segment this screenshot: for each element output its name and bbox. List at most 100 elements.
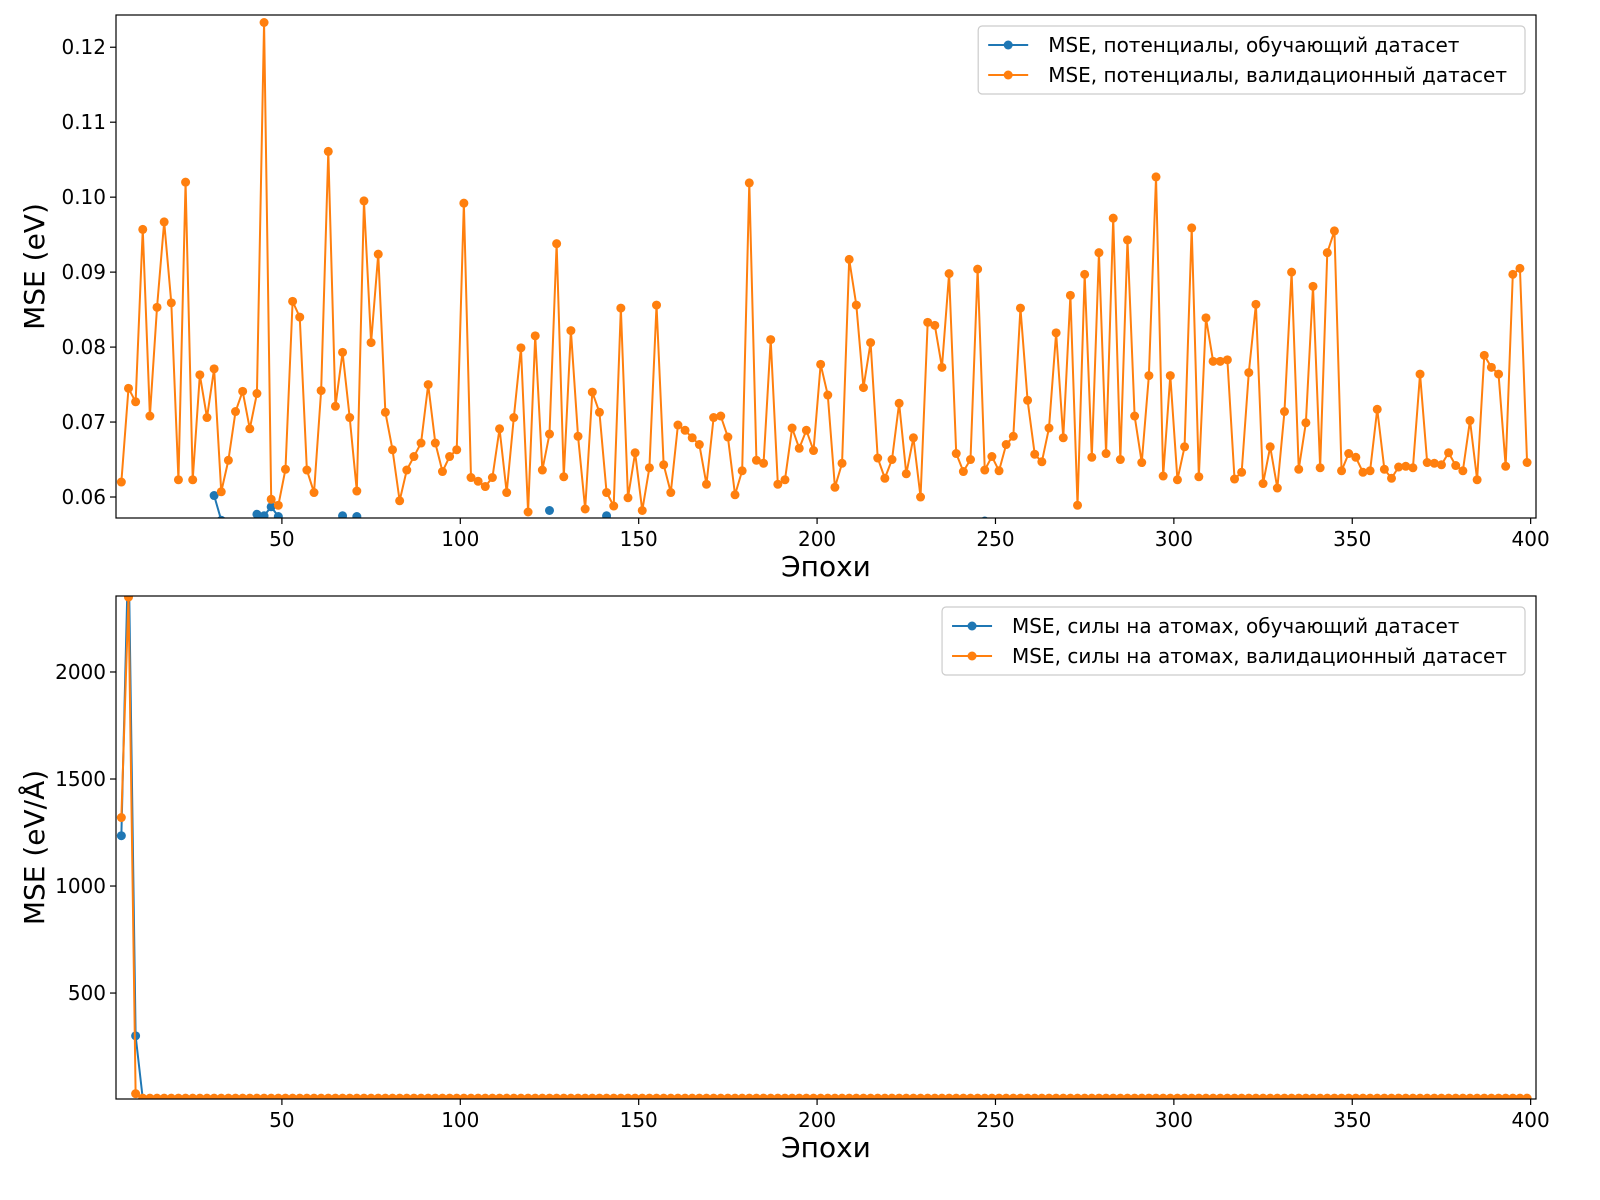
data-point (173, 475, 183, 485)
data-point (145, 411, 155, 421)
data-point (1458, 1093, 1468, 1099)
data-point (987, 452, 997, 462)
data-point (766, 1093, 776, 1099)
data-point (509, 1093, 519, 1099)
data-point (1015, 303, 1025, 313)
data-point (1130, 411, 1140, 421)
data-point (980, 1093, 990, 1099)
data-point (530, 331, 540, 341)
data-point (366, 1093, 376, 1099)
data-point (894, 1093, 904, 1099)
data-point (1494, 1093, 1504, 1099)
legend-marker (967, 651, 977, 661)
data-point (1180, 1093, 1190, 1099)
data-point (366, 338, 376, 348)
data-point (466, 473, 476, 483)
data-point (323, 146, 333, 156)
data-point (1115, 1093, 1125, 1099)
data-point (1237, 1093, 1247, 1099)
data-point (973, 264, 983, 274)
data-point (1429, 1093, 1439, 1099)
data-point (316, 1093, 326, 1099)
data-point (1230, 474, 1240, 484)
data-point (1158, 1093, 1168, 1099)
data-point (1258, 479, 1268, 489)
data-point (173, 1093, 183, 1099)
data-point (480, 482, 490, 492)
data-point (930, 1093, 940, 1099)
data-point (159, 217, 169, 227)
data-point (359, 196, 369, 206)
data-point (908, 1093, 918, 1099)
data-point (316, 386, 326, 396)
x-tick-label: 100 (441, 527, 479, 551)
data-point (437, 467, 447, 477)
y-tick-label: 0.10 (61, 185, 106, 209)
data-point (1472, 475, 1482, 485)
data-point (516, 343, 526, 353)
data-point (1251, 299, 1261, 309)
data-point (352, 486, 362, 496)
data-point (1408, 463, 1418, 473)
data-point (1451, 1093, 1461, 1099)
data-point (602, 511, 612, 518)
data-point (958, 1093, 968, 1099)
data-point (1422, 458, 1432, 468)
data-point (266, 502, 276, 512)
data-point (751, 1093, 761, 1099)
data-point (837, 458, 847, 468)
data-point (259, 17, 269, 27)
data-point (1165, 1093, 1175, 1099)
data-point (437, 1093, 447, 1099)
data-point (1479, 350, 1489, 360)
data-point (566, 1093, 576, 1099)
data-point (188, 1093, 198, 1099)
data-point (195, 1093, 205, 1099)
data-point (1465, 1093, 1475, 1099)
data-point (1329, 226, 1339, 236)
data-point (1230, 1093, 1240, 1099)
legend-marker (1003, 40, 1013, 50)
data-point (509, 413, 519, 423)
data-point (644, 1093, 654, 1099)
data-point (602, 488, 612, 498)
data-point (866, 338, 876, 348)
data-point (1087, 452, 1097, 462)
data-point (866, 1093, 876, 1099)
data-point (709, 1093, 719, 1099)
data-point (1137, 458, 1147, 468)
data-point (516, 1093, 526, 1099)
y-axis-label: MSE (eV/Å) (17, 770, 51, 925)
data-point (687, 1093, 697, 1099)
data-point (837, 1093, 847, 1099)
data-point (794, 443, 804, 453)
data-point (766, 335, 776, 345)
data-point (652, 300, 662, 310)
data-point (559, 1093, 569, 1099)
y-tick-label: 1500 (55, 767, 106, 791)
x-tick-label: 150 (620, 1108, 658, 1132)
data-point (744, 178, 754, 188)
data-point (1180, 442, 1190, 452)
data-point (951, 1093, 961, 1099)
data-point (559, 472, 569, 482)
data-point (930, 320, 940, 330)
data-point (502, 1093, 512, 1099)
y-tick-label: 500 (68, 981, 106, 1005)
data-point (352, 1093, 362, 1099)
legend-box (977, 25, 1526, 95)
data-point (480, 1093, 490, 1099)
data-point (1222, 355, 1232, 365)
data-point (637, 1093, 647, 1099)
data-point (1351, 1093, 1361, 1099)
data-point (965, 455, 975, 465)
x-tick-label: 100 (441, 1108, 479, 1132)
data-point (594, 407, 604, 417)
data-point (1101, 1093, 1111, 1099)
data-point (1379, 1093, 1389, 1099)
data-point (402, 1093, 412, 1099)
data-point (644, 463, 654, 473)
data-point (1322, 248, 1332, 258)
data-point (1294, 1093, 1304, 1099)
data-point (1208, 356, 1218, 366)
